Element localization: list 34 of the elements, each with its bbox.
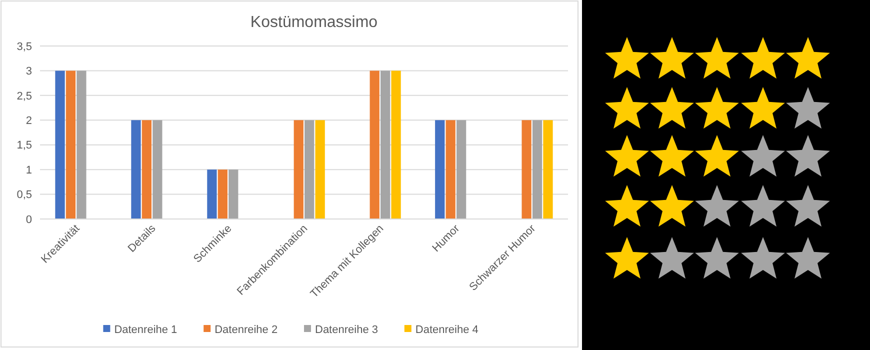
bar [152, 120, 162, 219]
y-tick-label: 3 [26, 66, 32, 78]
bar [315, 120, 325, 219]
bar [142, 120, 152, 219]
bar [446, 120, 456, 219]
legend-label: Datenreihe 4 [415, 324, 478, 336]
legend-label: Datenreihe 3 [315, 324, 378, 336]
bar [131, 120, 141, 219]
bar [294, 120, 304, 219]
bar [76, 70, 86, 219]
bar [207, 170, 217, 219]
bar [55, 70, 65, 219]
bar [532, 120, 542, 219]
y-tick-label: 0 [26, 214, 32, 226]
legend-label: Datenreihe 1 [114, 324, 178, 336]
y-tick-label: 2,5 [16, 90, 32, 102]
bar [522, 120, 532, 219]
bar [218, 170, 228, 219]
bar [543, 120, 553, 219]
legend-label: Datenreihe 2 [214, 324, 278, 336]
y-tick-label: 1,5 [16, 140, 32, 152]
bar [456, 120, 466, 219]
bar [435, 120, 445, 219]
bar [66, 70, 76, 219]
bar [391, 70, 401, 219]
bar [370, 70, 380, 219]
y-tick-label: 1 [26, 164, 32, 176]
bar [304, 120, 314, 219]
chart-title: Kostümomassimo [250, 14, 378, 31]
y-tick-label: 2 [26, 114, 32, 127]
bar [228, 170, 238, 219]
y-tick-label: 0,5 [16, 189, 32, 202]
bar [380, 70, 390, 219]
y-tick-label: 3,5 [16, 40, 32, 53]
